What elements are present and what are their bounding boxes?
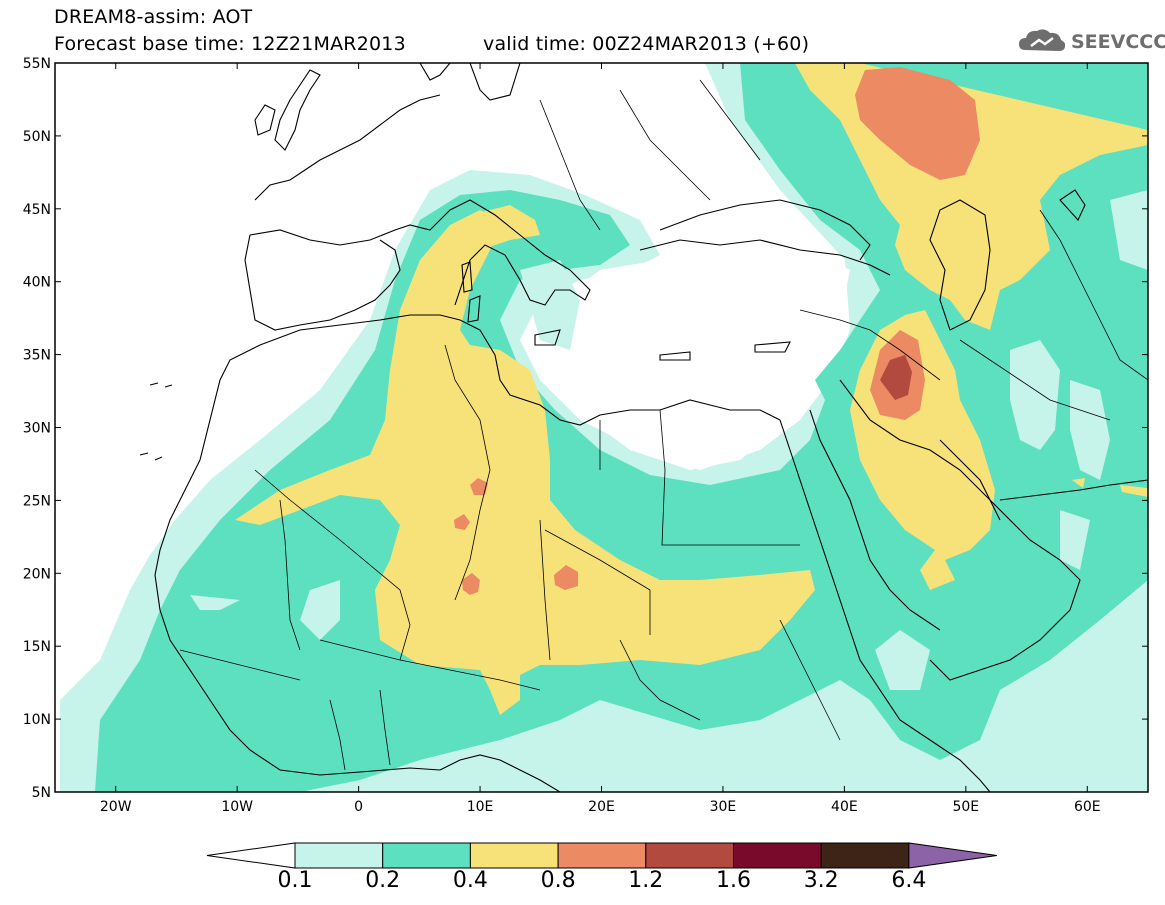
aot-field [55,63,1148,792]
lat-label: 15N [23,639,51,655]
logo-text: SEEVCCC [1071,31,1165,53]
lon-label: 20E [588,799,615,815]
lon-label: 40E [831,799,858,815]
lon-label: 20W [100,799,132,815]
colorbar-swatch [820,842,910,869]
colorbar-swatch [557,842,647,869]
chart-title: DREAM8-assim: AOT [54,6,253,28]
lon-label: 60E [1074,799,1101,815]
lat-label: 55N [23,56,51,72]
colorbar-swatch [645,842,734,869]
latitude-labels: 55N 50N 45N 40N 35N 30N 25N 20N 15N 10N 5N [23,56,51,801]
lon-label: 0 [354,799,363,815]
aot-band-0.2 [95,63,1148,792]
colorbar-swatch [469,842,559,869]
lon-label: 30E [710,799,737,815]
colorbar [206,842,997,869]
cloud-icon [1019,29,1066,51]
colorbar-label: 1.2 [628,868,664,893]
axis-ticks [55,62,1148,793]
aot-band-0.4 [235,210,815,715]
longitude-labels: 20W 10W 0 10E 20E 30E 40E 50E 60E [100,799,1101,815]
lat-label: 30N [23,421,51,437]
valid-time: valid time: 00Z24MAR2013 (+60) [483,33,810,55]
lat-label: 5N [32,785,51,801]
colorbar-label: 6.4 [891,868,927,893]
aot-band-0.8 [855,67,980,180]
lon-label: 10E [467,799,494,815]
lon-label: 10W [221,799,253,815]
colorbar-label: 0.8 [540,868,576,893]
colorbar-label: 0.4 [452,868,488,893]
seevccc-logo: SEEVCCC [1017,26,1165,56]
colorbar-min-arrow [206,842,296,869]
lat-label: 10N [23,712,51,728]
lat-label: 45N [23,202,51,218]
colorbar-label: 3.2 [803,868,839,893]
colorbar-swatch [294,842,384,869]
colorbar-label: 1.6 [716,868,751,893]
lon-label: 50E [952,799,979,815]
forecast-base-time: Forecast base time: 12Z21MAR2013 [54,33,406,55]
colorbar-label: 0.2 [365,868,401,893]
lat-label: 25N [23,493,51,509]
colorbar-swatch [733,842,822,869]
lat-label: 35N [23,348,51,364]
lat-label: 50N [23,129,51,145]
colorbar-label: 0.1 [277,868,313,893]
colorbar-max-arrow [908,842,997,869]
lat-label: 40N [23,275,51,291]
coastlines [139,63,1148,792]
lat-label: 20N [23,566,51,582]
colorbar-swatch [382,842,471,869]
aot-band-1.2 [880,355,912,400]
